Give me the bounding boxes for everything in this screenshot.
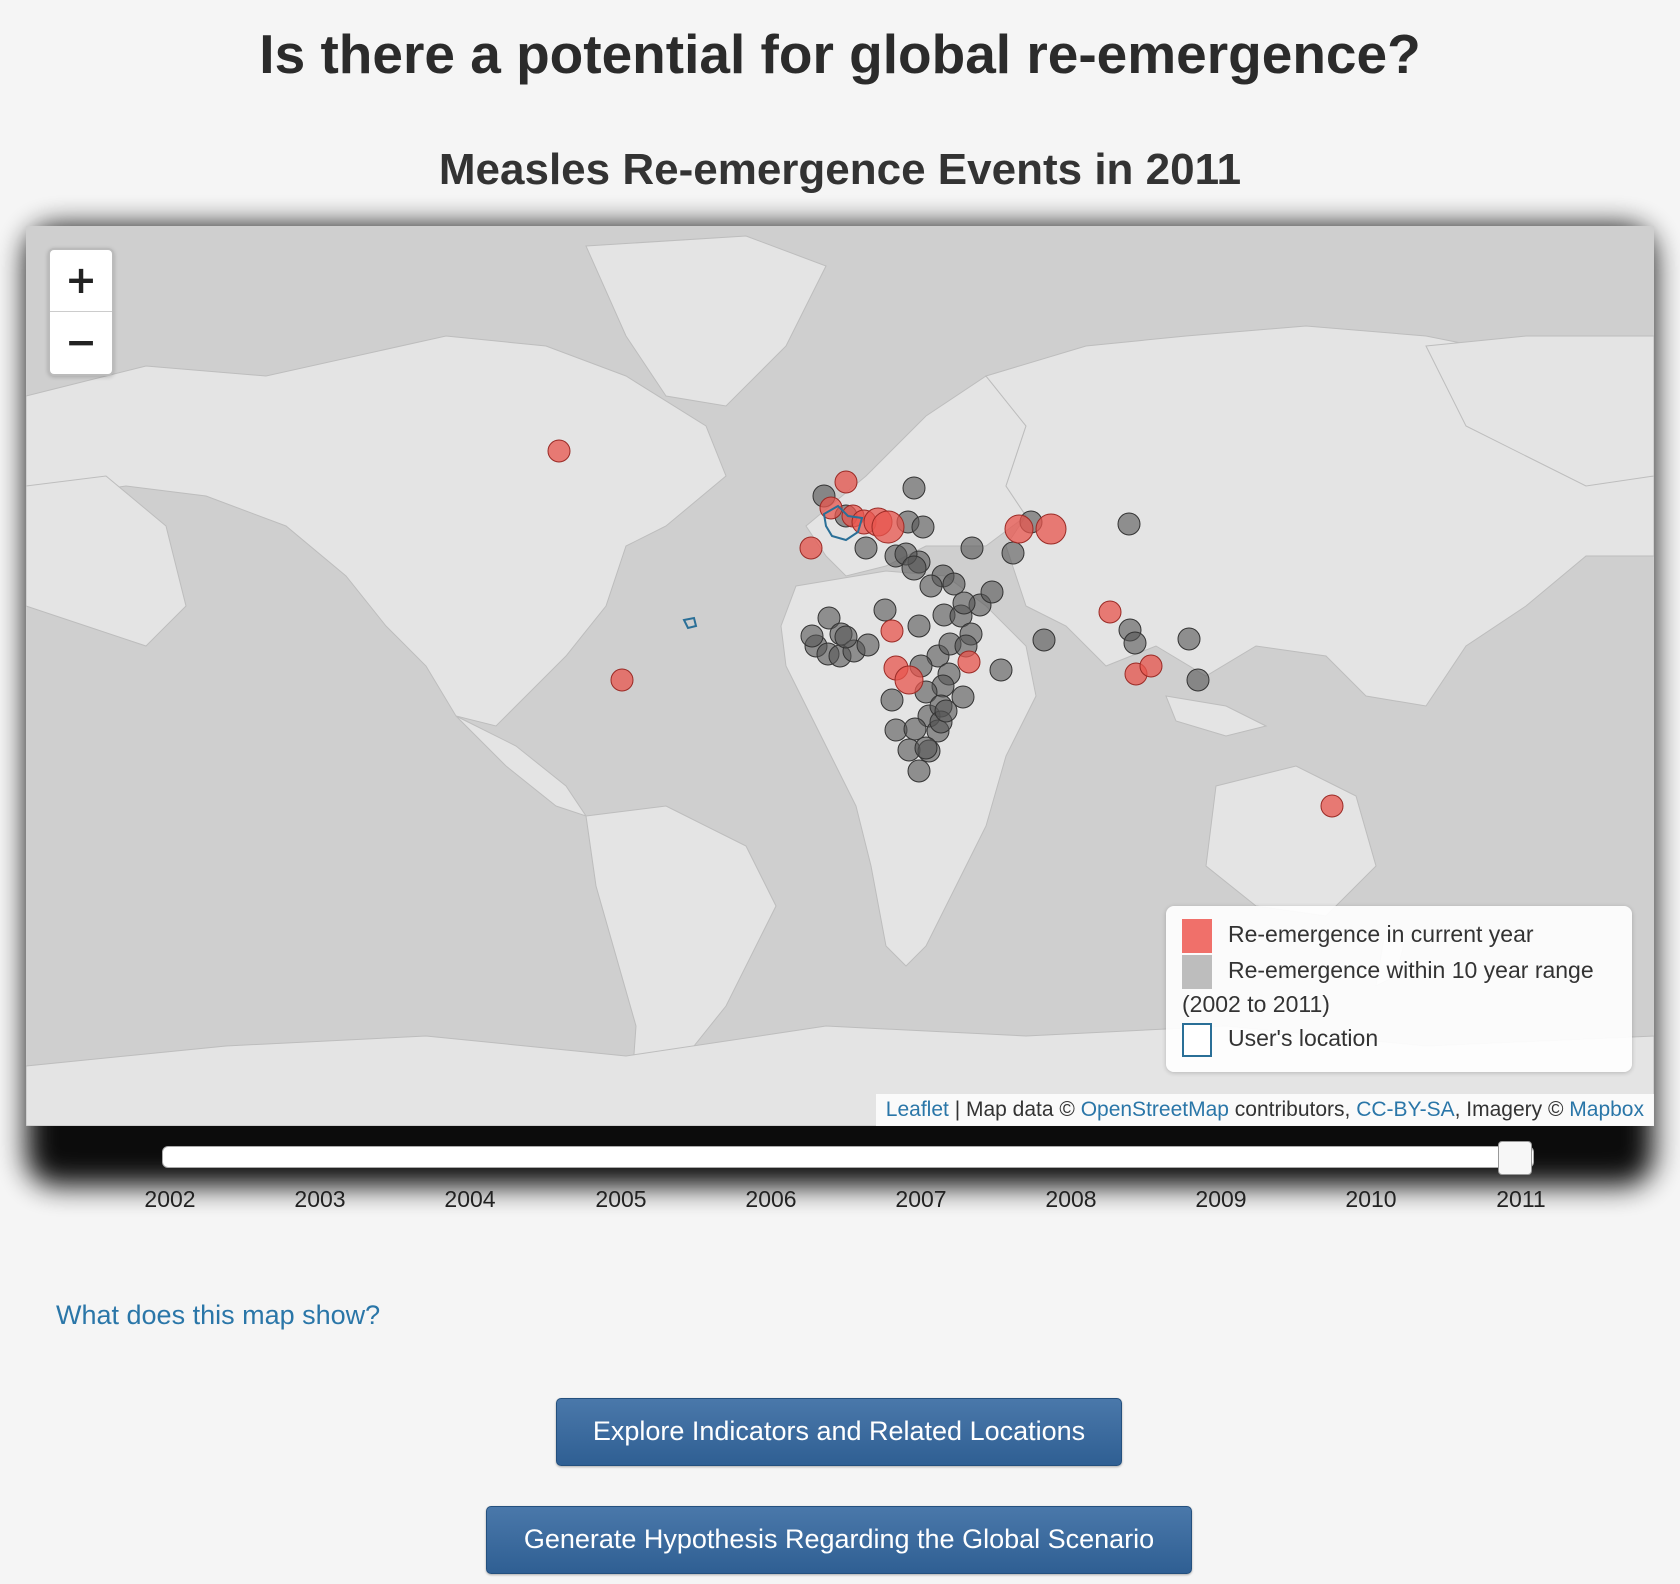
land-north-america	[26, 335, 727, 727]
map-marker[interactable]	[880, 619, 904, 643]
year-tick: 2010	[1345, 1186, 1397, 1212]
map-marker[interactable]	[903, 717, 927, 741]
map-marker[interactable]	[1123, 631, 1147, 655]
legend-user: User's location	[1182, 1020, 1378, 1057]
legend-range-years: (2002 to 2011)	[1182, 991, 1330, 1017]
map-marker[interactable]	[834, 625, 858, 649]
legend-swatch-range	[1182, 954, 1212, 989]
legend-range: Re-emergence within 10 year range	[1182, 952, 1594, 989]
legend-swatch-user	[1182, 1022, 1212, 1057]
map-marker[interactable]	[1035, 513, 1067, 545]
map-marker[interactable]	[1139, 654, 1163, 678]
map-marker[interactable]	[980, 580, 1004, 604]
year-tick: 2002	[144, 1186, 196, 1212]
map-marker[interactable]	[1001, 541, 1025, 565]
explore-indicators-button[interactable]: Explore Indicators and Related Locations	[556, 1398, 1122, 1466]
user-location-outline	[682, 616, 698, 630]
land-asia-west-edge	[26, 475, 187, 647]
legend-current: Re-emergence in current year	[1182, 916, 1534, 953]
mapbox-link[interactable]: Mapbox	[1569, 1098, 1644, 1121]
zoom-control: + −	[48, 248, 114, 376]
world-map[interactable]: + − Re-emergence in current year Re-emer…	[26, 226, 1654, 1126]
map-marker[interactable]	[942, 572, 966, 596]
leaflet-link[interactable]: Leaflet	[885, 1098, 949, 1121]
land-america-east-edge	[1425, 335, 1654, 487]
map-marker[interactable]	[610, 668, 634, 692]
map-marker[interactable]	[871, 510, 905, 544]
year-slider-handle[interactable]	[1498, 1141, 1532, 1175]
zoom-in-button[interactable]: +	[50, 250, 112, 312]
year-tick: 2009	[1195, 1186, 1247, 1212]
map-marker[interactable]	[1032, 628, 1056, 652]
year-tick: 2008	[1045, 1186, 1097, 1212]
map-marker[interactable]	[856, 633, 880, 657]
map-marker[interactable]	[951, 685, 975, 709]
map-marker[interactable]	[919, 574, 943, 598]
map-marker[interactable]	[901, 555, 927, 581]
map-marker[interactable]	[547, 439, 571, 463]
map-attribution: Leaflet | Map data © OpenStreetMap contr…	[875, 1094, 1654, 1126]
map-marker[interactable]	[989, 658, 1013, 682]
map-legend: Re-emergence in current year Re-emergenc…	[1166, 906, 1632, 1072]
generate-hypothesis-button[interactable]: Generate Hypothesis Regarding the Global…	[486, 1506, 1192, 1574]
map-marker[interactable]	[817, 606, 841, 630]
map-marker[interactable]	[1098, 600, 1122, 624]
map-subtitle: Measles Re-emergence Events in 2011	[438, 145, 1242, 194]
map-marker[interactable]	[907, 614, 931, 638]
map-tiles	[26, 235, 1654, 1126]
map-marker[interactable]	[1004, 514, 1034, 544]
land-greenland	[585, 235, 827, 407]
legend-swatch-current	[1182, 918, 1212, 953]
page-title: Is there a potential for global re-emerg…	[259, 23, 1421, 85]
map-marker[interactable]	[834, 470, 858, 494]
map-marker[interactable]	[873, 598, 897, 622]
map-marker[interactable]	[914, 736, 938, 760]
marker-layer	[547, 439, 1344, 818]
license-link[interactable]: CC-BY-SA	[1356, 1098, 1455, 1121]
map-marker[interactable]	[960, 536, 984, 560]
land-indonesia	[1165, 695, 1268, 737]
user-location-outline	[822, 504, 864, 542]
year-tick: 2003	[294, 1186, 346, 1212]
map-marker[interactable]	[800, 624, 824, 648]
map-marker[interactable]	[799, 536, 823, 560]
map-marker[interactable]	[1117, 512, 1141, 536]
map-marker[interactable]	[1177, 627, 1201, 651]
map-marker[interactable]	[934, 699, 958, 723]
map-marker[interactable]	[911, 515, 935, 539]
year-slider-track[interactable]	[162, 1146, 1534, 1168]
map-marker[interactable]	[880, 688, 904, 712]
map-marker[interactable]	[1186, 668, 1210, 692]
year-tick: 2011	[1496, 1186, 1546, 1212]
map-marker[interactable]	[957, 650, 981, 674]
year-tick: 2004	[444, 1186, 496, 1212]
map-marker[interactable]	[902, 476, 926, 500]
year-tick: 2005	[595, 1186, 647, 1212]
zoom-out-button[interactable]: −	[65, 320, 97, 364]
map-marker[interactable]	[854, 536, 878, 560]
openstreetmap-link[interactable]: OpenStreetMap	[1080, 1098, 1229, 1121]
map-marker[interactable]	[952, 591, 976, 615]
map-help-link[interactable]: What does this map show?	[56, 1300, 381, 1330]
year-tick: 2006	[745, 1186, 797, 1212]
year-tick: 2007	[895, 1186, 947, 1212]
map-marker[interactable]	[907, 759, 931, 783]
map-marker[interactable]	[1320, 794, 1344, 818]
map-marker[interactable]	[894, 665, 924, 695]
